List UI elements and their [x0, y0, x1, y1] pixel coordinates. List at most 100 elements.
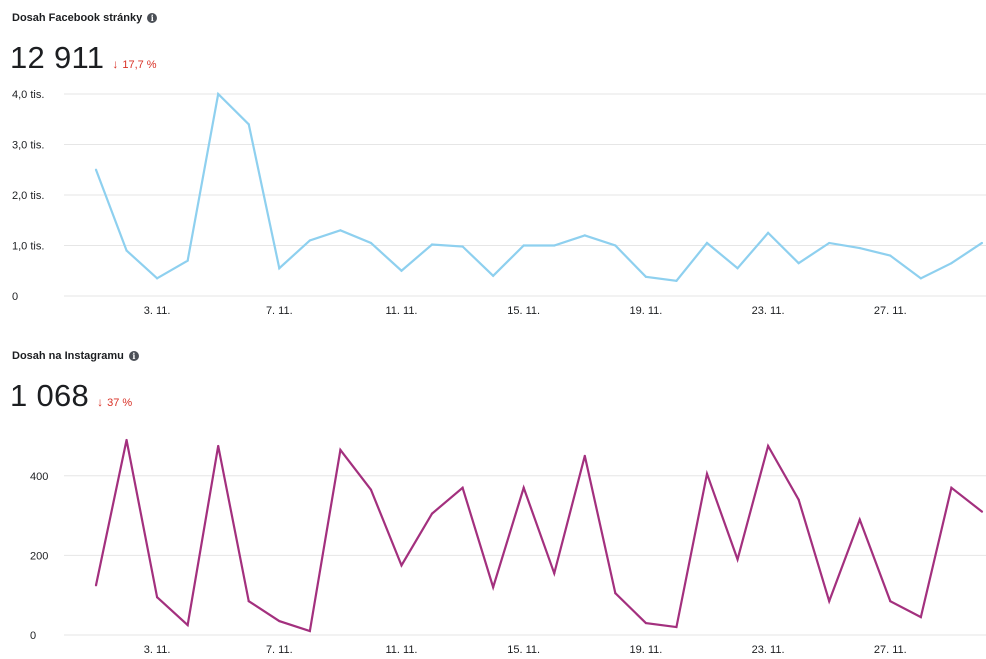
facebook-chart-series-line	[94, 91, 983, 283]
instagram-reach-line-chart: 0 200 400 3. 11. 7. 11. 11. 11. 15. 11. 19. 11.…	[30, 438, 986, 656]
facebook-chart-data-point[interactable]	[858, 246, 861, 250]
instagram-chart-x-tick-label: 7. 11.	[266, 644, 293, 656]
facebook-chart-y-tick-label: 2,0 tis.	[12, 190, 44, 202]
instagram-chart-data-point[interactable]	[736, 558, 739, 561]
instagram-chart-data-point[interactable]	[858, 518, 861, 521]
facebook-reach-change: ↓ 17,7 %	[112, 57, 156, 71]
facebook-chart-data-point[interactable]	[705, 241, 709, 245]
instagram-chart-series-line	[94, 439, 983, 633]
facebook-chart-x-tick-label: 15. 11.	[507, 305, 540, 317]
instagram-chart-data-point[interactable]	[430, 512, 434, 515]
facebook-chart-data-point[interactable]	[797, 262, 800, 265]
facebook-chart-data-point[interactable]	[247, 123, 250, 126]
facebook-title-row: Dosah Facebook stránky i	[12, 12, 158, 24]
facebook-chart-data-point[interactable]	[553, 244, 556, 247]
facebook-chart-data-point[interactable]	[980, 241, 984, 245]
arrow-down-icon: ↓	[97, 395, 104, 409]
instagram-chart-x-tick-label: 11. 11.	[385, 644, 417, 656]
facebook-chart-data-point[interactable]	[369, 241, 373, 245]
instagram-chart-data-point[interactable]	[247, 600, 250, 603]
instagram-chart-data-point[interactable]	[461, 486, 464, 489]
facebook-chart-x-tick-label: 11. 11.	[385, 305, 417, 317]
facebook-chart-data-point[interactable]	[339, 229, 342, 232]
facebook-chart-data-point[interactable]	[767, 231, 770, 234]
facebook-chart-y-tick-label: 4,0 tis.	[12, 89, 44, 101]
arrow-down-icon: ↓	[112, 57, 119, 71]
facebook-chart-data-point[interactable]	[430, 243, 434, 246]
facebook-metric-row: 12 911 ↓ 17,7 %	[10, 40, 157, 76]
instagram-chart-data-point[interactable]	[614, 592, 617, 595]
facebook-chart-x-tick-label: 3. 11.	[144, 305, 171, 317]
facebook-change-value: 17,7 %	[122, 59, 157, 71]
facebook-chart-y-tick-label: 0	[12, 291, 18, 303]
instagram-chart-data-point[interactable]	[217, 444, 220, 448]
facebook-chart-data-point[interactable]	[522, 244, 525, 247]
instagram-chart-data-point[interactable]	[644, 621, 648, 625]
facebook-chart-data-point[interactable]	[675, 279, 678, 282]
instagram-chart-x-tick-label: 3. 11.	[144, 644, 171, 656]
instagram-chart-data-point[interactable]	[94, 584, 98, 587]
facebook-chart-data-point[interactable]	[217, 92, 220, 96]
instagram-chart-data-point[interactable]	[156, 596, 159, 599]
instagram-chart-data-point[interactable]	[675, 625, 678, 629]
instagram-chart-data-point[interactable]	[828, 600, 831, 603]
facebook-chart-data-point[interactable]	[644, 275, 648, 278]
facebook-chart-data-point[interactable]	[186, 259, 189, 262]
facebook-chart-data-point[interactable]	[308, 239, 311, 242]
instagram-chart-data-point[interactable]	[369, 488, 373, 491]
instagram-chart-x-tick-label: 19. 11.	[629, 644, 662, 656]
facebook-chart-data-point[interactable]	[156, 277, 159, 280]
facebook-chart-x-tick-label: 19. 11.	[629, 305, 662, 317]
instagram-chart-data-point[interactable]	[919, 615, 922, 619]
instagram-chart-data-point[interactable]	[797, 498, 800, 501]
facebook-chart-data-point[interactable]	[125, 249, 128, 252]
instagram-chart-data-point[interactable]	[186, 623, 189, 627]
instagram-chart-x-tick-label: 23. 11.	[752, 644, 785, 656]
instagram-chart-data-point[interactable]	[400, 564, 403, 567]
instagram-chart-data-point[interactable]	[980, 510, 984, 513]
facebook-chart-data-point[interactable]	[461, 245, 464, 248]
facebook-chart-data-point[interactable]	[583, 234, 586, 237]
facebook-chart-data-point[interactable]	[614, 244, 617, 247]
facebook-chart-x-tick-label: 23. 11.	[752, 305, 785, 317]
facebook-reach-total: 12 911	[10, 40, 105, 75]
facebook-chart-data-point[interactable]	[400, 269, 403, 272]
facebook-chart-data-point[interactable]	[736, 267, 739, 270]
instagram-chart-data-point[interactable]	[492, 586, 495, 589]
info-icon[interactable]: i	[147, 13, 158, 23]
facebook-chart-data-point[interactable]	[94, 168, 98, 171]
instagram-chart-data-point[interactable]	[522, 486, 525, 489]
facebook-chart-x-tick-label: 27. 11.	[874, 305, 907, 317]
facebook-chart-data-point[interactable]	[492, 274, 495, 277]
instagram-chart-data-point[interactable]	[308, 629, 311, 633]
instagram-reach-total: 1 068	[10, 378, 90, 413]
instagram-chart-y-tick-label: 0	[30, 630, 36, 642]
instagram-chart-data-point[interactable]	[767, 444, 770, 448]
instagram-chart-data-point[interactable]	[705, 472, 709, 475]
instagram-chart-data-point[interactable]	[125, 438, 128, 442]
facebook-reach-line-chart: 0 1,0 tis. 2,0 tis. 3,0 tis. 4,0 tis. 3. 11. 7…	[12, 89, 986, 317]
facebook-chart-data-point[interactable]	[828, 241, 831, 245]
facebook-chart-data-point[interactable]	[919, 277, 922, 280]
facebook-chart-data-point[interactable]	[950, 262, 953, 265]
instagram-chart-data-point[interactable]	[553, 572, 556, 575]
instagram-reach-panel: Dosah na Instagramu i 1 068 ↓ 37 % 0 200 4…	[0, 340, 986, 659]
instagram-chart-data-point[interactable]	[278, 619, 281, 623]
instagram-chart-data-point[interactable]	[889, 600, 892, 603]
instagram-chart-x-tick-label: 15. 11.	[507, 644, 540, 656]
instagram-title-row: Dosah na Instagramu i	[12, 350, 139, 362]
facebook-reach-title: Dosah Facebook stránky	[12, 12, 143, 24]
facebook-chart-y-tick-label: 1,0 tis.	[12, 241, 44, 253]
facebook-chart-data-point[interactable]	[889, 254, 892, 257]
instagram-chart-data-point[interactable]	[583, 454, 586, 457]
instagram-change-value: 37 %	[107, 397, 133, 409]
instagram-chart-y-tick-label: 200	[30, 550, 48, 562]
instagram-reach-change: ↓ 37 %	[97, 395, 132, 409]
instagram-chart-data-point[interactable]	[950, 486, 953, 489]
instagram-chart-data-point[interactable]	[339, 448, 342, 452]
instagram-chart-y-tick-label: 400	[30, 471, 48, 483]
facebook-chart-y-tick-label: 3,0 tis.	[12, 140, 44, 152]
facebook-chart-data-point[interactable]	[278, 267, 281, 270]
instagram-metric-row: 1 068 ↓ 37 %	[10, 378, 132, 414]
info-icon[interactable]: i	[128, 351, 139, 361]
